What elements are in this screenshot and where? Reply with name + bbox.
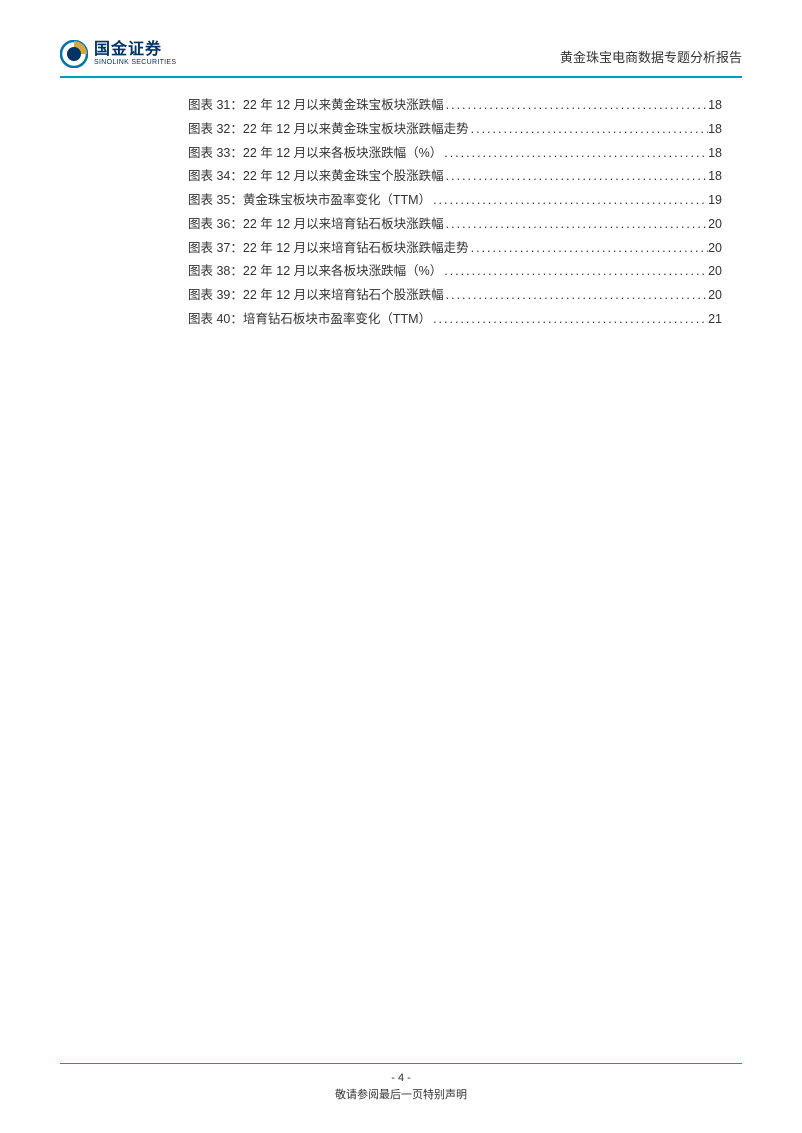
toc-entry-title: 22 年 12 月以来培育钻石板块涨跌幅 (243, 213, 444, 237)
toc-dots (469, 118, 708, 142)
page-footer: - 4 - 敬请参阅最后一页特别声明 (60, 1063, 742, 1103)
toc-entry-page: 19 (708, 189, 722, 213)
logo-en-text: SINOLINK SECURITIES (94, 59, 176, 67)
toc-entry-label: 图表 37： (188, 237, 243, 261)
toc-entry-title: 22 年 12 月以来各板块涨跌幅（%） (243, 260, 442, 284)
logo-icon (60, 40, 88, 68)
toc-entry-page: 20 (708, 213, 722, 237)
toc-entry-title: 22 年 12 月以来培育钻石板块涨跌幅走势 (243, 237, 469, 261)
toc-dots (442, 260, 708, 284)
toc-entry-title: 22 年 12 月以来各板块涨跌幅（%） (243, 142, 442, 166)
footer-disclaimer: 敬请参阅最后一页特别声明 (60, 1087, 742, 1104)
toc-entry-page: 18 (708, 142, 722, 166)
toc-entry-label: 图表 35： (188, 189, 243, 213)
report-title: 黄金珠宝电商数据专题分析报告 (560, 47, 742, 68)
toc-entry: 图表 37：22 年 12 月以来培育钻石板块涨跌幅走势 20 (188, 237, 722, 261)
company-logo: 国金证券 SINOLINK SECURITIES (60, 40, 176, 68)
toc-entry-title: 22 年 12 月以来黄金珠宝板块涨跌幅 (243, 94, 444, 118)
logo-cn-text: 国金证券 (94, 41, 176, 59)
toc-entry: 图表 31：22 年 12 月以来黄金珠宝板块涨跌幅 18 (188, 94, 722, 118)
toc-entry-title: 22 年 12 月以来培育钻石个股涨跌幅 (243, 284, 444, 308)
toc-entry-page: 20 (708, 260, 722, 284)
toc-entry-label: 图表 34： (188, 165, 243, 189)
toc-dots (431, 189, 708, 213)
toc-entry-page: 21 (708, 308, 722, 332)
page-number: - 4 - (60, 1070, 742, 1087)
toc-entry: 图表 34：22 年 12 月以来黄金珠宝个股涨跌幅 18 (188, 165, 722, 189)
toc-entry-page: 18 (708, 165, 722, 189)
toc-entry: 图表 36：22 年 12 月以来培育钻石板块涨跌幅 20 (188, 213, 722, 237)
toc-entry-page: 18 (708, 94, 722, 118)
toc-entry: 图表 38：22 年 12 月以来各板块涨跌幅（%） 20 (188, 260, 722, 284)
toc-entry-label: 图表 40： (188, 308, 243, 332)
toc-dots (469, 237, 708, 261)
toc-entry-label: 图表 36： (188, 213, 243, 237)
logo-text: 国金证券 SINOLINK SECURITIES (94, 41, 176, 66)
toc-entry: 图表 39：22 年 12 月以来培育钻石个股涨跌幅 20 (188, 284, 722, 308)
toc-dots (442, 142, 708, 166)
toc-entry-label: 图表 39： (188, 284, 243, 308)
toc-entry-label: 图表 31： (188, 94, 243, 118)
page-header: 国金证券 SINOLINK SECURITIES 黄金珠宝电商数据专题分析报告 (60, 40, 742, 78)
toc-entry: 图表 33：22 年 12 月以来各板块涨跌幅（%） 18 (188, 142, 722, 166)
toc-entry-title: 黄金珠宝板块市盈率变化（TTM） (243, 189, 431, 213)
toc-entry-page: 20 (708, 237, 722, 261)
toc-entry-title: 22 年 12 月以来黄金珠宝个股涨跌幅 (243, 165, 444, 189)
document-page: 国金证券 SINOLINK SECURITIES 黄金珠宝电商数据专题分析报告 … (0, 0, 802, 1133)
toc-entry: 图表 40：培育钻石板块市盈率变化（TTM） 21 (188, 308, 722, 332)
table-of-contents: 图表 31：22 年 12 月以来黄金珠宝板块涨跌幅18图表 32：22 年 1… (60, 78, 742, 1063)
toc-dots (444, 284, 708, 308)
toc-entry-page: 20 (708, 284, 722, 308)
toc-entry-title: 培育钻石板块市盈率变化（TTM） (243, 308, 431, 332)
toc-dots (444, 94, 708, 118)
toc-dots (444, 165, 708, 189)
toc-dots (444, 213, 708, 237)
toc-entry-label: 图表 33： (188, 142, 243, 166)
toc-entry-page: 18 (708, 118, 722, 142)
toc-entry: 图表 35：黄金珠宝板块市盈率变化（TTM） 19 (188, 189, 722, 213)
toc-entry-label: 图表 38： (188, 260, 243, 284)
toc-entry: 图表 32：22 年 12 月以来黄金珠宝板块涨跌幅走势 18 (188, 118, 722, 142)
toc-entry-label: 图表 32： (188, 118, 243, 142)
toc-entry-title: 22 年 12 月以来黄金珠宝板块涨跌幅走势 (243, 118, 469, 142)
toc-dots (431, 308, 708, 332)
